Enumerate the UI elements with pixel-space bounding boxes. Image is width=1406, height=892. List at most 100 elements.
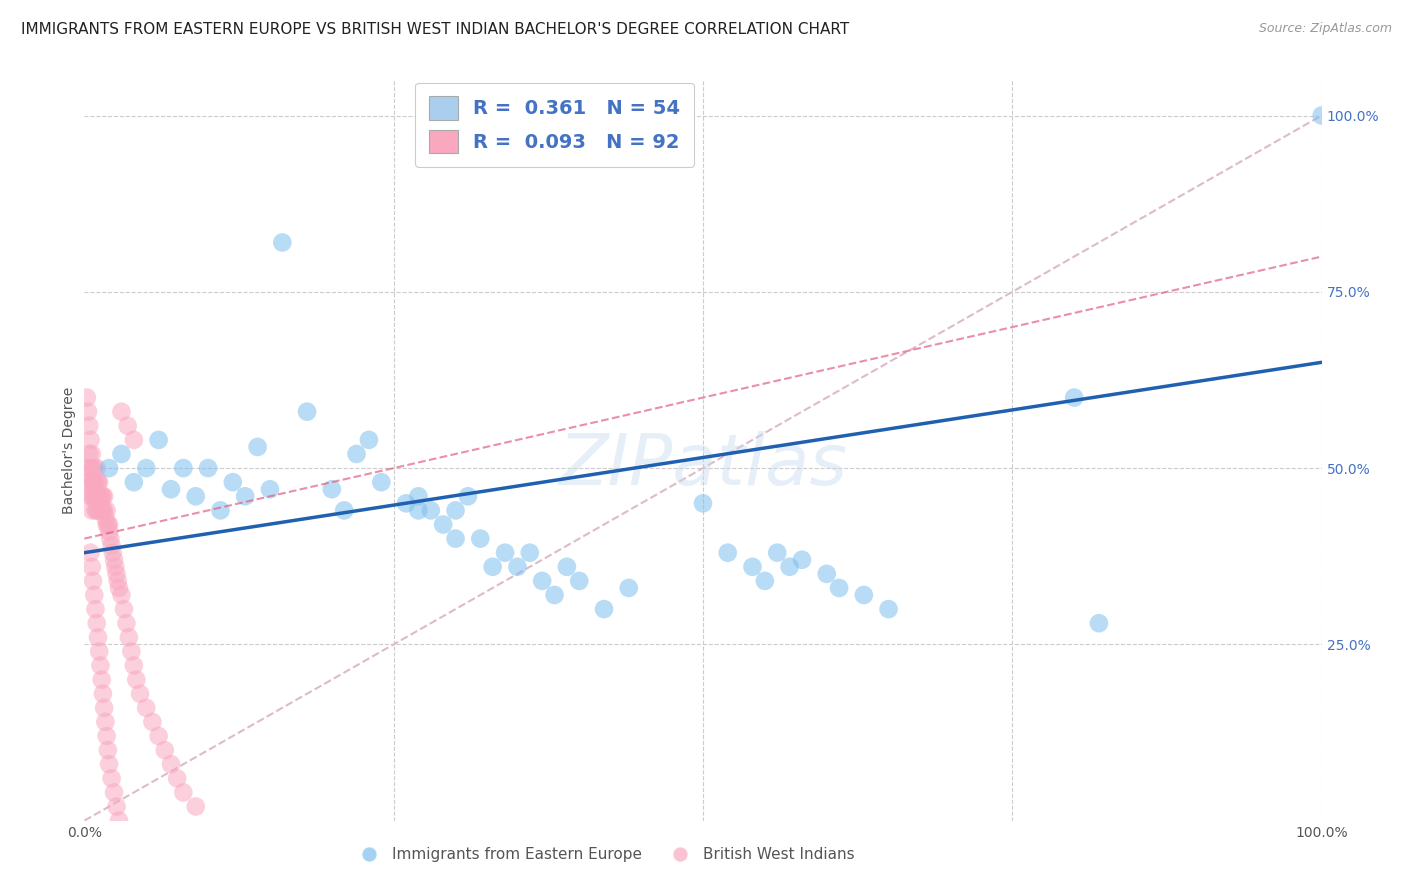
Point bbox=[741, 559, 763, 574]
Point bbox=[84, 503, 107, 517]
Point bbox=[125, 673, 148, 687]
Point bbox=[100, 539, 122, 553]
Point bbox=[80, 559, 103, 574]
Point bbox=[90, 489, 112, 503]
Point bbox=[84, 489, 107, 503]
Point bbox=[153, 743, 176, 757]
Point bbox=[246, 440, 269, 454]
Point bbox=[271, 235, 294, 250]
Point bbox=[91, 687, 114, 701]
Point bbox=[89, 489, 111, 503]
Point bbox=[100, 772, 122, 786]
Point bbox=[408, 503, 430, 517]
Point bbox=[87, 489, 110, 503]
Point bbox=[370, 475, 392, 490]
Point bbox=[79, 418, 101, 433]
Point bbox=[91, 489, 114, 503]
Point bbox=[83, 588, 105, 602]
Point bbox=[828, 581, 851, 595]
Point bbox=[222, 475, 245, 490]
Point bbox=[115, 616, 138, 631]
Point bbox=[457, 489, 479, 503]
Point bbox=[1063, 391, 1085, 405]
Point bbox=[96, 503, 118, 517]
Point bbox=[110, 588, 132, 602]
Point bbox=[346, 447, 368, 461]
Point bbox=[104, 559, 127, 574]
Point bbox=[122, 433, 145, 447]
Point bbox=[112, 602, 135, 616]
Point bbox=[852, 588, 875, 602]
Point bbox=[779, 559, 801, 574]
Point bbox=[481, 559, 503, 574]
Point bbox=[86, 461, 108, 475]
Point bbox=[357, 433, 380, 447]
Point bbox=[87, 503, 110, 517]
Point bbox=[91, 503, 114, 517]
Point bbox=[82, 489, 104, 503]
Point bbox=[79, 475, 101, 490]
Point bbox=[184, 489, 207, 503]
Point bbox=[321, 482, 343, 496]
Point bbox=[184, 799, 207, 814]
Point bbox=[160, 757, 183, 772]
Point bbox=[86, 475, 108, 490]
Point bbox=[122, 475, 145, 490]
Point bbox=[89, 489, 111, 503]
Point bbox=[593, 602, 616, 616]
Point bbox=[148, 433, 170, 447]
Point bbox=[110, 447, 132, 461]
Point bbox=[108, 581, 131, 595]
Point bbox=[295, 405, 318, 419]
Point bbox=[444, 532, 467, 546]
Point bbox=[172, 785, 194, 799]
Point bbox=[89, 475, 111, 490]
Point bbox=[877, 602, 900, 616]
Point bbox=[97, 517, 120, 532]
Point bbox=[105, 799, 128, 814]
Point bbox=[98, 532, 121, 546]
Point bbox=[103, 785, 125, 799]
Point bbox=[209, 503, 232, 517]
Point bbox=[79, 546, 101, 560]
Point bbox=[148, 729, 170, 743]
Point bbox=[118, 630, 141, 644]
Point bbox=[82, 574, 104, 588]
Point bbox=[93, 503, 115, 517]
Point bbox=[432, 517, 454, 532]
Point bbox=[259, 482, 281, 496]
Text: Source: ZipAtlas.com: Source: ZipAtlas.com bbox=[1258, 22, 1392, 36]
Point bbox=[98, 524, 121, 539]
Point bbox=[108, 814, 131, 828]
Point bbox=[82, 461, 104, 475]
Point bbox=[80, 489, 103, 503]
Point bbox=[160, 482, 183, 496]
Y-axis label: Bachelor's Degree: Bachelor's Degree bbox=[62, 387, 76, 514]
Point bbox=[141, 714, 163, 729]
Point bbox=[122, 658, 145, 673]
Point bbox=[87, 630, 110, 644]
Point bbox=[790, 553, 813, 567]
Point bbox=[1088, 616, 1111, 631]
Point bbox=[76, 475, 98, 490]
Point bbox=[110, 405, 132, 419]
Point bbox=[87, 475, 110, 490]
Point bbox=[766, 546, 789, 560]
Point bbox=[97, 743, 120, 757]
Point bbox=[98, 461, 121, 475]
Point bbox=[129, 687, 152, 701]
Point bbox=[105, 566, 128, 581]
Point bbox=[90, 673, 112, 687]
Point bbox=[408, 489, 430, 503]
Point bbox=[555, 559, 578, 574]
Point bbox=[395, 496, 418, 510]
Point bbox=[543, 588, 565, 602]
Point bbox=[531, 574, 554, 588]
Point bbox=[86, 489, 108, 503]
Point bbox=[90, 503, 112, 517]
Point bbox=[197, 461, 219, 475]
Point bbox=[82, 475, 104, 490]
Point bbox=[444, 503, 467, 517]
Point bbox=[79, 489, 101, 503]
Point bbox=[815, 566, 838, 581]
